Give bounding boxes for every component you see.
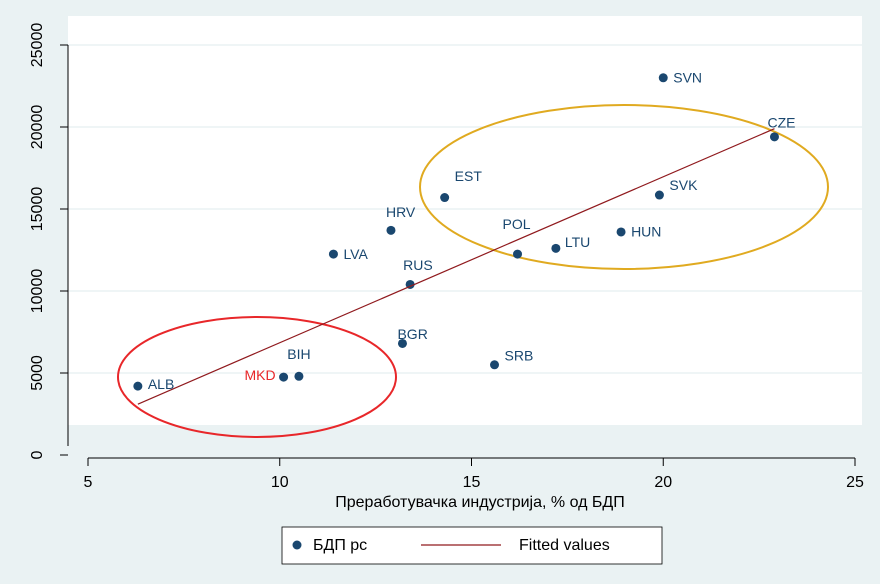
grid (68, 44, 862, 374)
point-label: SVN (673, 70, 702, 86)
point (279, 372, 289, 382)
y-tick-label: 20000 (29, 105, 46, 150)
x-tick-label: 15 (463, 474, 481, 491)
point (654, 190, 664, 200)
y-tick-label: 10000 (29, 269, 46, 314)
point-label: RUS (403, 257, 433, 273)
legend-label: БДП pc (313, 537, 367, 554)
y-tick-label: 25000 (29, 23, 46, 68)
point-label: LVA (343, 246, 368, 262)
x-tick-label: 25 (846, 474, 864, 491)
point-label: ALB (148, 376, 174, 392)
point (386, 225, 396, 235)
x-tick-label: 20 (654, 474, 672, 491)
highlight-ellipse (419, 104, 829, 270)
point (440, 193, 450, 203)
y-tick-label: 5000 (29, 355, 46, 391)
point (490, 360, 500, 370)
point (616, 227, 626, 237)
y-tick-label: 0 (29, 450, 46, 459)
point (397, 338, 407, 348)
point-label: BGR (397, 326, 427, 342)
point-label: SRB (505, 348, 534, 364)
point-label: HRV (386, 204, 416, 220)
point (769, 132, 779, 142)
x-tick-label: 5 (84, 474, 93, 491)
point-label: POL (503, 216, 531, 232)
point-label: CZE (767, 115, 795, 131)
point-label: LTU (565, 234, 590, 250)
point-label: MKD (244, 367, 275, 383)
point (551, 243, 561, 253)
fitted-line (137, 128, 775, 405)
point (658, 73, 668, 83)
legend-label: Fitted values (519, 537, 610, 554)
point (133, 381, 143, 391)
point-label: HUN (631, 224, 661, 240)
y-tick-label: 15000 (29, 187, 46, 232)
legend-swatch (292, 540, 302, 550)
point (328, 249, 338, 259)
x-tick-label: 10 (271, 474, 289, 491)
point-label: BIH (287, 346, 310, 362)
highlight-ellipse (117, 316, 397, 438)
point-label: SVK (669, 177, 698, 193)
x-axis-label: Преработувачка индустрија, % од БДП (335, 494, 624, 511)
plot-area (68, 16, 862, 425)
point-label: EST (455, 168, 483, 184)
point (294, 371, 304, 381)
point (513, 249, 523, 259)
